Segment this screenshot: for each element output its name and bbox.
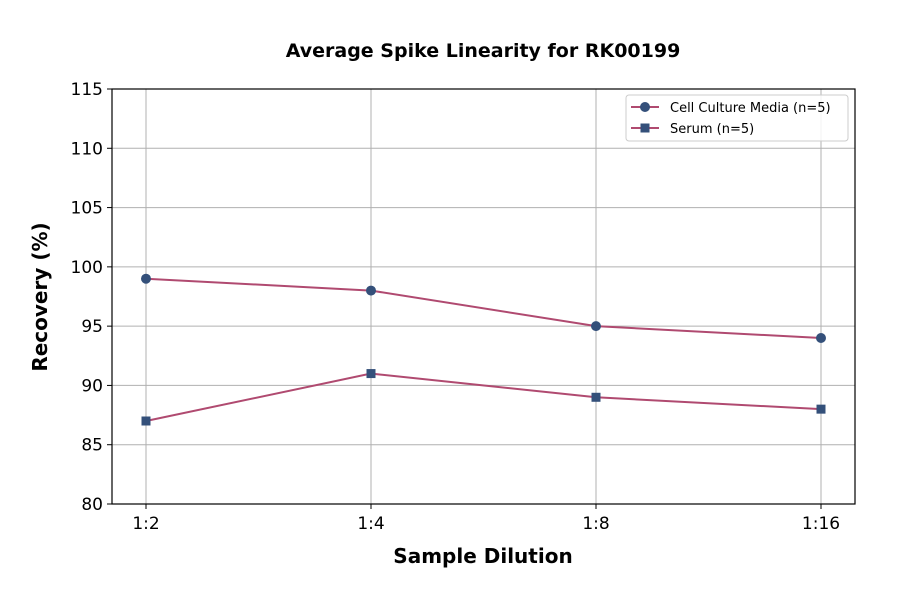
plot-frame — [111, 88, 856, 505]
y-tick-label: 85 — [81, 436, 103, 456]
data-point — [816, 404, 826, 414]
y-tick-label: 80 — [81, 495, 103, 515]
data-point — [141, 273, 151, 284]
x-tick-label: 1:8 — [582, 514, 609, 534]
series-group — [141, 273, 826, 426]
y-tick-label: 95 — [81, 317, 103, 337]
legend-label: Cell Culture Media (n=5) — [670, 101, 831, 116]
legend-marker — [640, 102, 650, 112]
series-line — [145, 277, 822, 339]
legend-box — [625, 94, 849, 142]
x-axis: 1:2 1:4 1:8 1:16 — [132, 504, 840, 534]
data-point — [366, 369, 376, 379]
x-tick-label: 1:2 — [132, 514, 159, 534]
y-tick-label: 115 — [71, 80, 103, 100]
x-tick-label: 1:4 — [357, 514, 384, 534]
legend: Cell Culture Media (n=5) Serum (n=5) — [625, 94, 849, 142]
data-point — [141, 416, 151, 426]
legend-label: Serum (n=5) — [670, 122, 754, 137]
x-axis-label: Sample Dilution — [393, 544, 572, 568]
data-point — [366, 285, 376, 296]
y-axis-label: Recovery (%) — [28, 222, 52, 371]
data-point — [816, 333, 826, 343]
grid — [112, 88, 855, 505]
y-tick-label: 105 — [71, 199, 103, 219]
y-axis: 80 85 90 95 100 105 110 115 — [71, 80, 112, 515]
data-point — [591, 392, 601, 402]
data-point — [591, 321, 601, 332]
chart-title: Average Spike Linearity for RK00199 — [286, 40, 681, 62]
series-line — [145, 372, 822, 422]
y-tick-label: 100 — [71, 258, 103, 278]
y-tick-label: 90 — [81, 376, 103, 396]
y-tick-label: 110 — [71, 139, 103, 159]
x-tick-label: 1:16 — [802, 514, 840, 534]
legend-marker — [640, 123, 650, 133]
